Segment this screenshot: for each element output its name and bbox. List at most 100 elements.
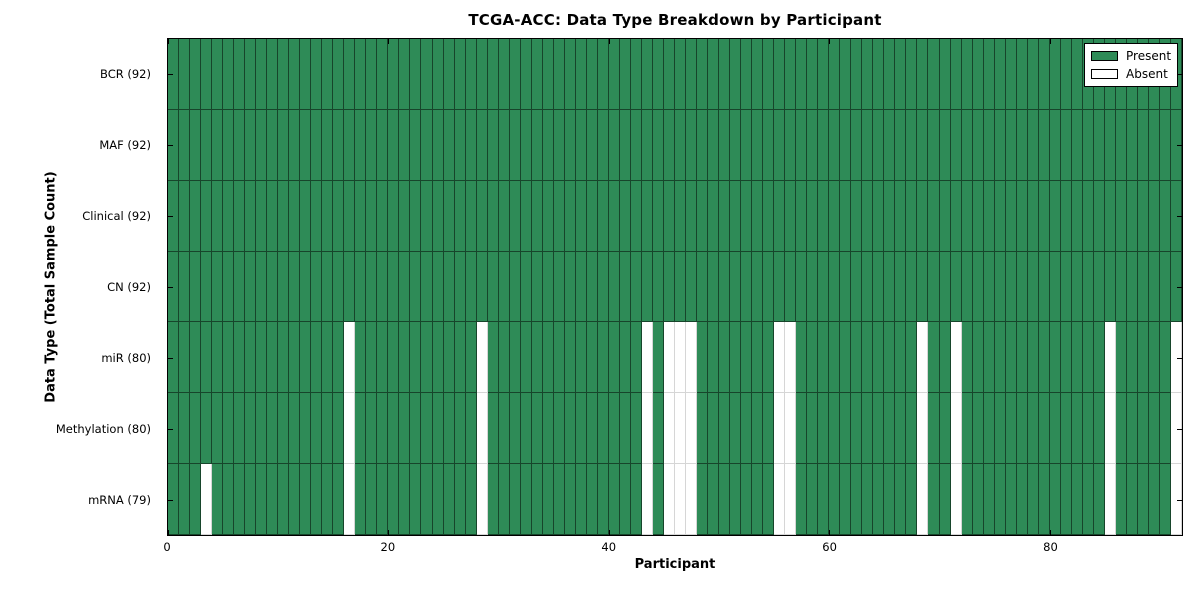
cell-Methylation-p17	[355, 393, 367, 465]
cell-mRNA-p42	[630, 464, 642, 535]
cell-CN-p47	[686, 251, 698, 323]
cell-CN-p17	[355, 251, 367, 323]
cell-mRNA-p13	[311, 464, 323, 535]
cell-Clinical-p46	[674, 180, 687, 252]
cell-CN-p55	[774, 251, 786, 323]
cell-Clinical-p70	[939, 180, 951, 252]
cell-Clinical-p56	[785, 180, 797, 252]
cell-Methylation-p56	[785, 393, 797, 465]
cell-BCR-p74	[983, 39, 995, 110]
cell-BCR-p50	[719, 39, 731, 110]
cell-CN-p70	[939, 251, 951, 323]
cell-CN-p28	[476, 251, 488, 323]
cell-miR-p61	[840, 322, 852, 394]
cell-mRNA-p78	[1027, 464, 1039, 535]
y-tick-right-Methylation	[1177, 428, 1182, 430]
cell-Clinical-p88	[1137, 180, 1149, 252]
cell-miR-p13	[311, 322, 323, 394]
cell-mRNA-p21	[399, 464, 411, 535]
cell-miR-p0	[168, 322, 180, 394]
cell-miR-p58	[807, 322, 819, 394]
cell-CN-p78	[1027, 251, 1039, 323]
cell-miR-p71	[950, 322, 962, 394]
cell-Methylation-p57	[796, 393, 808, 465]
cell-MAF-p2	[190, 109, 202, 181]
cell-mRNA-p25	[443, 464, 455, 535]
cell-MAF-p17	[355, 109, 367, 181]
cell-BCR-p81	[1060, 39, 1072, 110]
cell-mRNA-p49	[708, 464, 720, 535]
cell-Clinical-p42	[630, 180, 642, 252]
cell-BCR-p24	[432, 39, 444, 110]
cell-Clinical-p50	[719, 180, 731, 252]
cell-Clinical-p84	[1093, 180, 1105, 252]
cell-Methylation-p41	[619, 393, 631, 465]
cell-mRNA-p68	[917, 464, 929, 535]
cell-CN-p88	[1137, 251, 1149, 323]
cell-CN-p53	[752, 251, 764, 323]
cell-CN-p56	[785, 251, 797, 323]
cell-miR-p2	[190, 322, 202, 394]
cell-Methylation-p21	[399, 393, 411, 465]
cell-miR-p52	[741, 322, 753, 394]
cell-miR-p59	[818, 322, 830, 394]
cell-BCR-p17	[355, 39, 367, 110]
cell-mRNA-p14	[322, 464, 334, 535]
cell-miR-p73	[972, 322, 984, 394]
y-tick-right-MAF	[1177, 145, 1182, 147]
cell-BCR-p37	[575, 39, 587, 110]
cell-mRNA-p46	[674, 464, 687, 535]
cell-BCR-p43	[641, 39, 653, 110]
cell-Clinical-p30	[498, 180, 510, 252]
cell-CN-p67	[906, 251, 918, 323]
cell-CN-p89	[1148, 251, 1160, 323]
cell-Methylation-p44	[652, 393, 664, 465]
cell-CN-p54	[763, 251, 775, 323]
cell-Methylation-p11	[289, 393, 301, 465]
y-tick-label-mRNA: mRNA (79)	[88, 493, 151, 508]
cell-MAF-p15	[333, 109, 345, 181]
cell-mRNA-p28	[476, 464, 488, 535]
cell-BCR-p69	[928, 39, 940, 110]
cell-Methylation-p80	[1049, 393, 1061, 465]
cell-CN-p60	[829, 251, 841, 323]
cell-CN-p69	[928, 251, 940, 323]
cell-mRNA-p18	[366, 464, 378, 535]
cell-Methylation-p23	[421, 393, 433, 465]
cell-miR-p90	[1159, 322, 1171, 394]
cell-Clinical-p79	[1038, 180, 1050, 252]
cell-MAF-p38	[586, 109, 598, 181]
cell-Clinical-p66	[895, 180, 907, 252]
cell-CN-p82	[1071, 251, 1083, 323]
cell-Clinical-p40	[608, 180, 620, 252]
cell-BCR-p63	[862, 39, 874, 110]
cell-Methylation-p22	[410, 393, 422, 465]
cell-mRNA-p26	[454, 464, 466, 535]
cell-MAF-p13	[311, 109, 323, 181]
cell-Methylation-p28	[476, 393, 488, 465]
cell-mRNA-p32	[520, 464, 532, 535]
cell-CN-p40	[608, 251, 620, 323]
cell-mRNA-p41	[619, 464, 631, 535]
cell-BCR-p75	[994, 39, 1006, 110]
cell-mRNA-p1	[179, 464, 191, 535]
cell-MAF-p41	[619, 109, 631, 181]
cell-CN-p66	[895, 251, 907, 323]
cell-Methylation-p85	[1104, 393, 1116, 465]
cell-CN-p21	[399, 251, 411, 323]
cell-Methylation-p33	[531, 393, 543, 465]
cell-BCR-p67	[906, 39, 918, 110]
cell-Methylation-p74	[983, 393, 995, 465]
cell-mRNA-p52	[741, 464, 753, 535]
cell-mRNA-p15	[333, 464, 345, 535]
cell-mRNA-p22	[410, 464, 422, 535]
cell-CN-p65	[884, 251, 896, 323]
cell-Methylation-p87	[1126, 393, 1138, 465]
cell-MAF-p29	[487, 109, 499, 181]
cell-Methylation-p1	[179, 393, 191, 465]
cell-Clinical-p43	[641, 180, 653, 252]
cell-miR-p69	[928, 322, 940, 394]
cell-Methylation-p15	[333, 393, 345, 465]
cell-miR-p23	[421, 322, 433, 394]
cell-Methylation-p58	[807, 393, 819, 465]
